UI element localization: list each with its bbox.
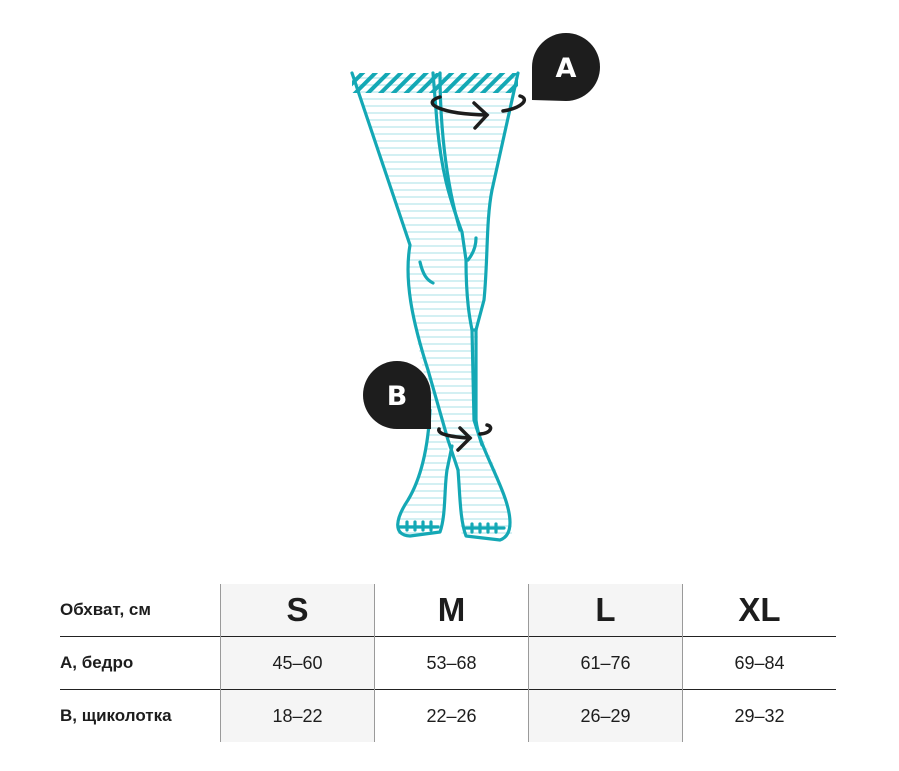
size-xl: XL bbox=[682, 584, 836, 637]
badge-b: B bbox=[363, 361, 431, 429]
leg-outline bbox=[350, 71, 520, 542]
measure-arrow-a bbox=[430, 94, 526, 130]
legs-measurement-illustration: A B bbox=[350, 33, 600, 542]
badge-b-label: B bbox=[387, 381, 408, 412]
badge-a: A bbox=[532, 33, 600, 101]
cell: 61–76 bbox=[528, 636, 683, 690]
row-label: A, бедро bbox=[60, 636, 221, 690]
cell: 69–84 bbox=[682, 636, 836, 690]
size-m: M bbox=[374, 584, 529, 637]
table-row: A, бедро 45–60 53–68 61–76 69–84 bbox=[60, 636, 836, 690]
size-l: L bbox=[528, 584, 683, 637]
cell: 45–60 bbox=[220, 636, 375, 690]
size-chart-table: Обхват, см S M L XL A, бедро 45–60 53–68… bbox=[60, 584, 836, 742]
cell: 53–68 bbox=[374, 636, 529, 690]
cell: 18–22 bbox=[220, 689, 375, 742]
cell: 29–32 bbox=[682, 689, 836, 742]
table-row: B, щиколотка 18–22 22–26 26–29 29–32 bbox=[60, 689, 836, 742]
row-label: B, щиколотка bbox=[60, 689, 221, 742]
cell: 26–29 bbox=[528, 689, 683, 742]
header-label: Обхват, см bbox=[60, 600, 151, 619]
cell: 22–26 bbox=[374, 689, 529, 742]
measure-arrow-b bbox=[437, 423, 493, 452]
badge-a-label: A bbox=[556, 53, 577, 84]
size-s: S bbox=[220, 584, 375, 637]
table-header-row: Обхват, см S M L XL bbox=[60, 584, 836, 637]
